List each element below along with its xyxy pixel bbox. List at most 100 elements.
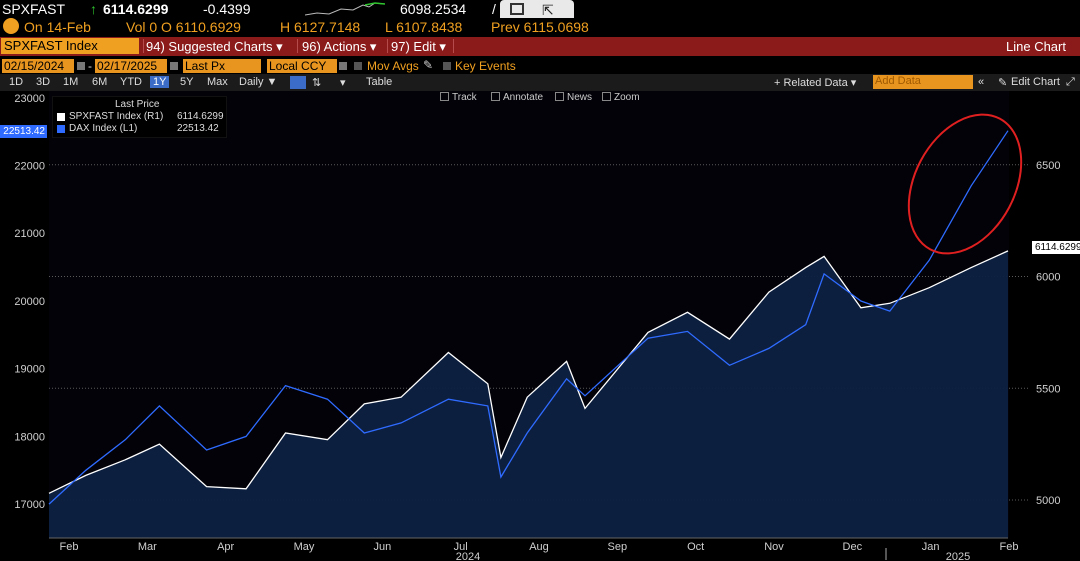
- style-dropdown-icon[interactable]: ▾: [340, 77, 346, 89]
- end-date-field[interactable]: 02/17/2025: [95, 59, 167, 73]
- legend-header: Last Price: [115, 99, 160, 110]
- y-right-tick-label: 6500: [1036, 160, 1060, 172]
- edit-chart-button[interactable]: Edit Chart: [1011, 76, 1060, 88]
- table-button[interactable]: Table: [366, 76, 393, 88]
- quote-volume-open: Vol 0 O 6110.6929: [126, 19, 241, 35]
- quote-high: H 6127.7148: [280, 19, 361, 35]
- security-input[interactable]: SPXFAST Index: [1, 38, 139, 54]
- range-3d[interactable]: 3D: [36, 76, 51, 88]
- x-tick-label: Mar: [138, 541, 157, 553]
- calendar-icon[interactable]: [77, 62, 85, 70]
- net-change: -0.4399: [203, 1, 251, 17]
- range-5y[interactable]: 5Y: [180, 76, 194, 88]
- x-tick-label: Sep: [608, 541, 628, 553]
- toolbar-divider: [387, 39, 388, 53]
- pencil-icon[interactable]: ✎: [423, 58, 434, 72]
- legend-swatch-dax: [57, 125, 65, 133]
- mov-avgs-label[interactable]: Mov Avgs: [367, 59, 419, 73]
- quote-date: On 14-Feb: [24, 19, 91, 35]
- y-axis-left: 17000 18000 19000 20000 21000 22000 23000: [14, 93, 45, 511]
- left-last-value-tag: 22513.42: [0, 125, 47, 138]
- y-left-tick-label: 17000: [14, 499, 45, 511]
- year-label: 2024: [456, 551, 480, 561]
- toolbar-divider: [453, 39, 454, 53]
- legend-item-dax-name: DAX Index (L1): [69, 123, 138, 134]
- y-axis-right: 5000 5500 6000 6500: [1036, 160, 1060, 507]
- sparkline-icon: [305, 2, 385, 16]
- spx-series-line: [48, 250, 1009, 494]
- chart-type-title: Line Chart: [1006, 39, 1066, 54]
- x-tick-label: Nov: [764, 541, 784, 553]
- window-controls[interactable]: ⇱: [500, 0, 574, 22]
- x-tick-label: Jun: [373, 541, 391, 553]
- legend-item-spx-name: SPXFAST Index (R1): [69, 111, 164, 122]
- last-price: 6114.6299: [103, 1, 169, 17]
- ticker-symbol: SPXFAST: [2, 1, 66, 17]
- window-icon[interactable]: [510, 3, 524, 15]
- chart-options-row: 02/15/2024 - 02/17/2025 Last Px Local CC…: [2, 58, 516, 73]
- range-max[interactable]: Max: [207, 76, 228, 88]
- y-left-tick-label: 19000: [14, 364, 45, 376]
- currency-dropdown-icon[interactable]: [339, 62, 347, 70]
- legend-swatch-spx: [57, 113, 65, 121]
- actions-menu[interactable]: 96) Actions ▾: [302, 39, 377, 54]
- zoom-icon: [602, 92, 611, 101]
- bar-style-icon[interactable]: ⇅: [312, 77, 322, 89]
- quote-low: L 6107.8438: [385, 19, 463, 35]
- track-tool[interactable]: Track: [440, 92, 477, 103]
- quote-details: On 14-Feb Vol 0 O 6110.6929 H 6127.7148 …: [0, 18, 1080, 37]
- right-last-value-tag: 6114.6299: [1032, 241, 1080, 254]
- spx-area-fill: [49, 250, 1008, 538]
- toolbar-divider: [143, 39, 144, 53]
- collapse-icon[interactable]: «: [978, 76, 985, 88]
- field-select[interactable]: Last Px: [183, 59, 261, 73]
- add-data-input[interactable]: Add Data: [873, 75, 973, 89]
- track-icon: [440, 92, 449, 101]
- range-1m[interactable]: 1M: [63, 76, 79, 88]
- range-6m[interactable]: 6M: [92, 76, 108, 88]
- cursor-icon[interactable]: ⇱: [542, 2, 554, 18]
- expand-icon[interactable]: ⤢: [1066, 76, 1075, 88]
- key-events-label[interactable]: Key Events: [455, 59, 516, 73]
- edit-menu[interactable]: 97) Edit ▾: [391, 39, 446, 54]
- annotate-tool[interactable]: Annotate: [491, 92, 543, 103]
- legend: Last Price SPXFAST Index (R1) 6114.6299 …: [52, 96, 227, 138]
- range-1d[interactable]: 1D: [9, 76, 24, 88]
- start-date-field[interactable]: 02/15/2024: [2, 59, 74, 73]
- y-left-tick-label: 22000: [14, 161, 45, 173]
- spark-value: 6098.2534: [400, 1, 467, 17]
- toolbar-divider: [297, 39, 298, 53]
- line-chart[interactable]: 17000 18000 19000 20000 21000 22000 23000 5000…: [0, 91, 1080, 561]
- red-circle-annotation: [907, 113, 1023, 255]
- function-toolbar: SPXFAST Index 94) Suggested Charts ▾ 96)…: [0, 37, 1080, 56]
- y-left-tick-label: 21000: [14, 228, 45, 240]
- y-right-tick-label: 6000: [1036, 272, 1060, 284]
- key-events-checkbox[interactable]: [443, 62, 451, 70]
- y-right-tick-label: 5000: [1036, 495, 1060, 507]
- currency-select[interactable]: Local CCY: [267, 59, 337, 73]
- up-arrow-icon: ↑: [90, 1, 97, 17]
- year-label: 2025: [946, 551, 970, 561]
- zoom-tool[interactable]: Zoom: [602, 92, 640, 103]
- news-tool[interactable]: News: [555, 92, 592, 103]
- y-left-tick-label: 23000: [14, 93, 45, 105]
- mov-avgs-checkbox[interactable]: [354, 62, 362, 70]
- x-tick-label: Oct: [687, 541, 704, 553]
- spx-area: [49, 250, 1008, 538]
- calendar-icon[interactable]: [170, 62, 178, 70]
- line-chart-icon[interactable]: [290, 76, 306, 89]
- x-axis: Feb Mar Apr May Jun Jul Aug Sep Oct Nov Dec Jan Feb 2…: [49, 537, 1018, 561]
- legend-item-dax-value: 22513.42: [177, 123, 219, 134]
- range-ytd[interactable]: YTD: [120, 76, 142, 88]
- edit-chart-icon[interactable]: ✎: [998, 77, 1008, 89]
- y-left-tick-label: 20000: [14, 296, 45, 308]
- y-right-tick-label: 5500: [1036, 383, 1060, 395]
- dax-series-line: [48, 130, 1009, 505]
- y-left-tick-label: 18000: [14, 431, 45, 443]
- x-tick-label: May: [294, 541, 315, 553]
- period-select[interactable]: Daily ▼: [239, 76, 278, 88]
- suggested-charts-menu[interactable]: 94) Suggested Charts ▾: [146, 39, 283, 54]
- range-1y[interactable]: 1Y: [150, 76, 170, 88]
- related-data-menu[interactable]: + Related Data ▾: [774, 77, 857, 89]
- series-lines: [48, 130, 1009, 505]
